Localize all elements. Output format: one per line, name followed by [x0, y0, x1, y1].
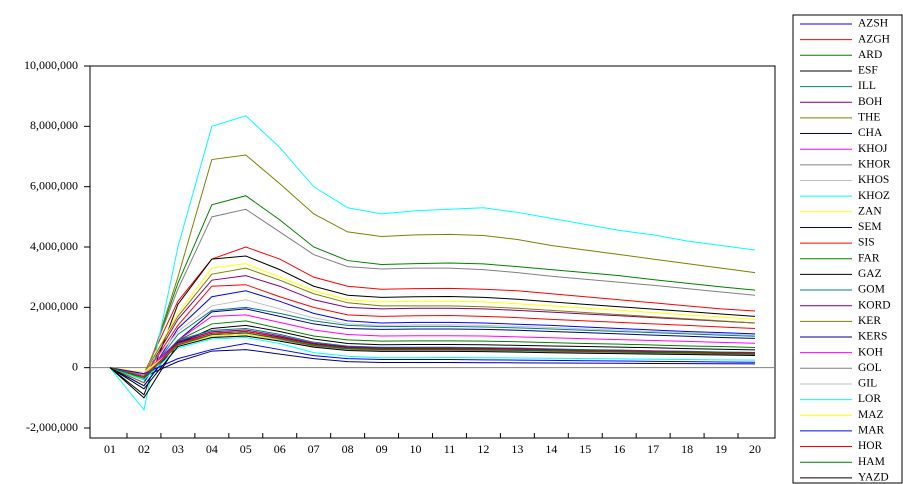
y-tick-label: 2,000,000	[30, 299, 78, 313]
legend-label: AZSH	[858, 18, 888, 30]
x-tick-label: 16	[613, 442, 625, 456]
legend-label: SEM	[858, 221, 882, 233]
y-tick-label: 6,000,000	[30, 178, 78, 192]
series-line	[109, 275, 756, 378]
series-line	[109, 308, 756, 387]
legend-label: KHOZ	[858, 190, 890, 202]
legend-box	[792, 14, 903, 484]
legend-label: KHOJ	[858, 143, 888, 155]
x-tick-label: 11	[444, 442, 456, 456]
series-line	[109, 306, 756, 381]
legend-label: GOL	[858, 362, 882, 374]
series-line	[109, 195, 756, 381]
x-tick-label: 05	[240, 442, 252, 456]
y-tick-label: 10,000,000	[24, 58, 78, 72]
plot-frame	[89, 65, 776, 439]
series-line	[109, 154, 756, 384]
series-line	[109, 336, 756, 381]
legend-label: LOR	[858, 393, 881, 405]
series-line	[109, 314, 756, 375]
x-tick-label: 04	[206, 442, 218, 456]
legend-label: KERS	[858, 331, 887, 343]
x-tick-label: 03	[172, 442, 184, 456]
x-tick-label: 08	[342, 442, 354, 456]
series-line	[109, 263, 756, 375]
legend-label: ILL	[858, 80, 876, 92]
x-tick-label: 19	[715, 442, 727, 456]
legend-label: ARD	[858, 49, 882, 61]
x-tick-label: 17	[647, 442, 659, 456]
legend-label: THE	[858, 112, 880, 124]
series-line	[109, 284, 756, 378]
series-line	[109, 290, 756, 384]
y-tick-label: 4,000,000	[30, 239, 78, 253]
series-line	[109, 299, 756, 375]
series-line	[109, 320, 756, 378]
y-tick-label: -2,000,000	[26, 420, 78, 434]
legend-label: KER	[858, 315, 881, 327]
series-line	[109, 330, 756, 378]
legend-label: HOR	[858, 440, 883, 452]
legend-label: GIL	[858, 378, 877, 390]
legend-label: HAM	[858, 456, 885, 468]
legend-label: YAZD	[858, 471, 889, 483]
legend: AZSH AZGH ARD ESF ILL BOH THE CHA KHOJ KHOR KHOS KH…	[800, 18, 891, 483]
legend-label: CHA	[858, 127, 883, 139]
x-tick-label: 06	[274, 442, 286, 456]
plot: -2,000,000 0 2,000,000 4,000,000 6,000,000 8,…	[24, 58, 775, 456]
series-line	[109, 335, 756, 390]
x-tick-label: 18	[681, 442, 693, 456]
x-tick-label: 01	[104, 442, 116, 456]
series-line	[109, 324, 756, 399]
legend-label: KOH	[858, 346, 883, 358]
x-tick-label: 13	[511, 442, 523, 456]
x-tick-label: 20	[749, 442, 761, 456]
series-line	[109, 115, 756, 412]
series-line	[109, 332, 756, 379]
series-line	[109, 246, 756, 375]
y-tick-label: 8,000,000	[30, 118, 78, 132]
series-line	[109, 330, 756, 387]
legend-label: ESF	[858, 65, 878, 77]
x-tick-label: 07	[308, 442, 320, 456]
x-tick-label: 12	[477, 442, 489, 456]
x-tick-label: 15	[579, 442, 591, 456]
legend-label: AZGH	[858, 33, 890, 45]
legend-label: FAR	[858, 252, 880, 264]
legend-label: MAZ	[858, 409, 884, 421]
x-tick-label: 14	[545, 442, 557, 456]
y-tick-label: 0	[72, 359, 78, 373]
legend-label: ZAN	[858, 205, 882, 217]
legend-label: BOH	[858, 96, 882, 108]
x-tick-label: 09	[376, 442, 388, 456]
legend-label: KHOR	[858, 158, 891, 170]
legend-label: SIS	[858, 237, 875, 249]
legend-label: KORD	[858, 299, 891, 311]
legend-label: GOM	[858, 284, 885, 296]
legend-label: KHOS	[858, 174, 889, 186]
series-line	[109, 327, 756, 378]
series-line	[109, 349, 756, 378]
x-tick-label: 10	[410, 442, 422, 456]
series-line	[109, 255, 756, 396]
series-line	[109, 343, 756, 375]
legend-label: GAZ	[858, 268, 882, 280]
series-line	[109, 329, 756, 378]
series-line	[109, 208, 756, 378]
legend-label: MAR	[858, 425, 885, 437]
x-tick-label: 02	[138, 442, 150, 456]
series-line	[109, 267, 756, 375]
